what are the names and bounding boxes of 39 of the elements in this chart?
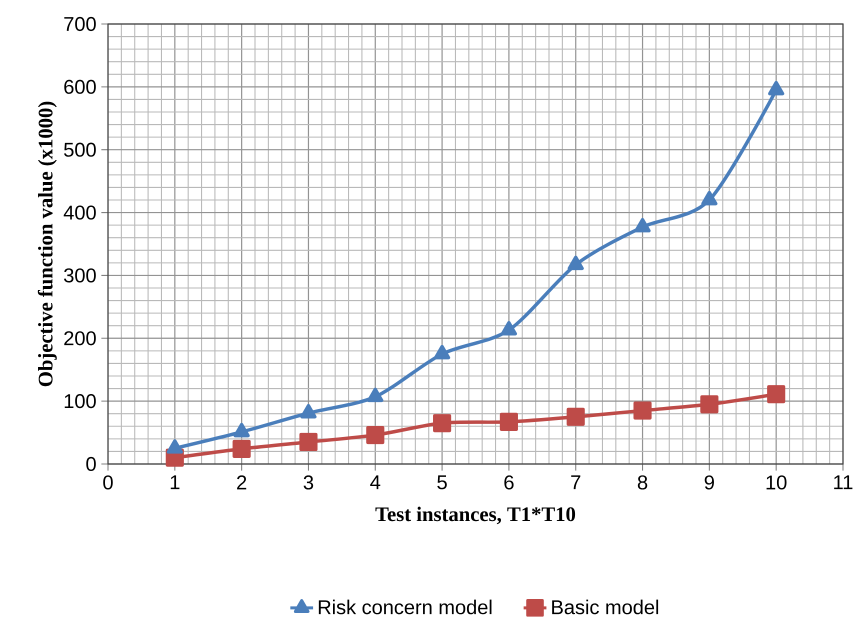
y-tick-label: 500: [64, 142, 96, 157]
x-tick-label: 1: [170, 475, 180, 489]
x-tick-label: 6: [504, 475, 514, 490]
y-tick-label: 200: [64, 330, 96, 346]
x-tick-label: 2: [237, 475, 246, 490]
y-tick-label: 0: [86, 456, 96, 471]
point: [500, 412, 518, 431]
y-tick-label: 700: [64, 16, 96, 31]
x-tick-label: 10: [766, 475, 787, 490]
point: [566, 408, 585, 426]
y-tick-label: 600: [64, 80, 96, 94]
x-tick-label: 5: [437, 475, 447, 490]
point: [700, 394, 718, 414]
x-tick-label: 11: [834, 475, 852, 489]
point: [768, 80, 784, 96]
x-axis-title: Test instances, T1*T10: [375, 506, 576, 524]
point: [366, 426, 384, 444]
y-tick-label: 300: [64, 268, 96, 282]
legend-label: Basic model: [552, 599, 658, 614]
x-tick-label: 8: [638, 475, 648, 490]
point: [568, 255, 584, 270]
point: [633, 401, 652, 420]
legend-label: Risk concern model: [318, 599, 492, 614]
x-tick-label: 3: [304, 475, 314, 490]
point: [634, 218, 651, 232]
x-tick-label: 4: [370, 475, 380, 489]
point: [500, 320, 517, 336]
x-tick-label: 9: [704, 475, 714, 490]
y-axis-title: Objective function value (x1000): [38, 101, 57, 386]
x-tick-label: 0: [103, 475, 113, 490]
point: [232, 440, 251, 458]
y-tick-label: 400: [64, 205, 96, 220]
y-tick-label: 100: [64, 394, 96, 408]
point: [701, 190, 718, 206]
point: [767, 384, 786, 404]
point: [299, 432, 318, 451]
point: [433, 414, 452, 432]
point: [434, 344, 450, 360]
x-tick-label: 7: [571, 475, 580, 489]
